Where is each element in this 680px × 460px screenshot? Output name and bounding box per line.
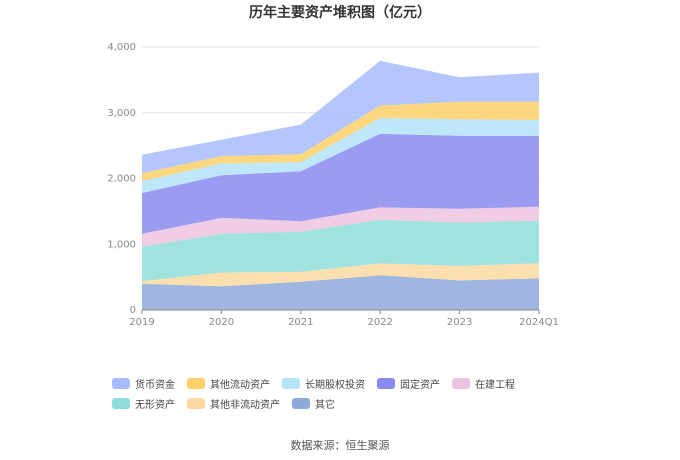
legend-swatch	[187, 377, 205, 389]
y-tick-label: 3,000	[107, 108, 136, 119]
area-series-无形资产[interactable]	[142, 219, 539, 282]
legend-label: 货币资金	[135, 379, 175, 391]
legend-label: 无形资产	[135, 399, 175, 411]
legend-item[interactable]: 其他流动资产	[187, 376, 270, 391]
x-tick-label: 2020	[209, 317, 234, 328]
area-series-其它[interactable]	[142, 275, 539, 310]
data-source: 数据来源：恒生聚源	[290, 439, 390, 452]
legend-label: 其它	[315, 399, 335, 411]
legend-item[interactable]: 无形资产	[112, 396, 175, 411]
legend-swatch	[452, 377, 470, 389]
legend-label: 其他流动资产	[210, 379, 270, 391]
y-tick-label: 4,000	[107, 42, 136, 53]
area-series-其他非流动资产[interactable]	[142, 263, 539, 287]
area-series-长期股权投资[interactable]	[142, 118, 539, 193]
y-tick-label: 2,000	[107, 174, 136, 185]
legend-swatch	[112, 397, 130, 409]
area-series-固定资产[interactable]	[142, 133, 539, 234]
area-series-货币资金[interactable]	[142, 60, 539, 174]
y-tick-label: 0	[130, 305, 136, 316]
legend-label: 其他非流动资产	[210, 399, 280, 411]
legend-label: 固定资产	[400, 379, 440, 391]
legend-swatch	[112, 377, 130, 389]
y-tick-label: 1,000	[107, 239, 136, 250]
x-tick-label: 2023	[447, 317, 472, 328]
legend-item[interactable]: 固定资产	[377, 376, 440, 391]
legend-swatch	[187, 397, 205, 409]
x-tick-label: 2019	[129, 317, 154, 328]
area-layers	[142, 60, 539, 310]
legend-swatch	[282, 377, 300, 389]
legend-swatch	[377, 377, 395, 389]
x-tick-label: 2021	[288, 317, 313, 328]
chart-title: 历年主要资产堆积图（亿元）	[249, 5, 431, 21]
legend-item[interactable]: 其他非流动资产	[187, 396, 280, 411]
legend-label: 在建工程	[475, 379, 515, 391]
legend-item[interactable]: 在建工程	[452, 376, 515, 391]
axes: 0 1,000 2,000 3,000 4,000 2019 2020 2021 2022 202…	[107, 42, 558, 328]
x-tick-label: 2024Q1	[519, 317, 559, 328]
legend-label: 长期股权投资	[305, 379, 365, 391]
legend-item[interactable]: 长期股权投资	[282, 376, 365, 391]
legend-item[interactable]: 其它	[292, 396, 335, 411]
legend: 货币资金 其他流动资产 长期股权投资 固定资产 在建工程无形资产 其他非流动资产 其它	[112, 376, 582, 411]
area-series-其他流动资产[interactable]	[142, 101, 539, 182]
area-series-在建工程[interactable]	[142, 206, 539, 247]
legend-swatch	[292, 397, 310, 409]
x-tick-label: 2022	[367, 317, 392, 328]
stacked-area-chart: 0 1,000 2,000 3,000 4,000 2019 2020 2021 2022 202…	[107, 42, 558, 328]
legend-item[interactable]: 货币资金	[112, 376, 175, 391]
